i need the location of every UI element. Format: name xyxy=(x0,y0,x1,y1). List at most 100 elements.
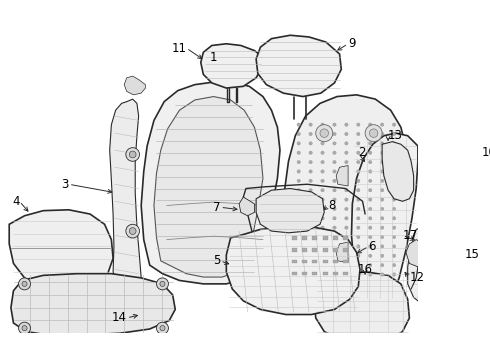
Circle shape xyxy=(333,207,336,211)
Circle shape xyxy=(321,226,324,229)
Circle shape xyxy=(321,207,324,211)
Circle shape xyxy=(392,179,396,183)
Circle shape xyxy=(297,198,300,201)
Circle shape xyxy=(309,198,312,201)
Circle shape xyxy=(344,151,348,154)
Circle shape xyxy=(321,235,324,239)
Circle shape xyxy=(126,224,140,238)
Text: 3: 3 xyxy=(61,178,69,191)
Circle shape xyxy=(309,179,312,183)
Circle shape xyxy=(380,198,384,201)
Text: 5: 5 xyxy=(213,255,220,267)
Circle shape xyxy=(392,254,396,257)
Circle shape xyxy=(380,217,384,220)
Circle shape xyxy=(380,245,384,248)
Circle shape xyxy=(368,226,372,229)
Circle shape xyxy=(297,142,300,145)
Circle shape xyxy=(309,254,312,257)
Circle shape xyxy=(365,125,382,142)
Polygon shape xyxy=(9,210,113,289)
Circle shape xyxy=(321,245,324,248)
Circle shape xyxy=(297,273,300,276)
Circle shape xyxy=(333,273,336,276)
Circle shape xyxy=(156,322,169,334)
Circle shape xyxy=(368,198,372,201)
Circle shape xyxy=(309,189,312,192)
Bar xyxy=(322,272,328,275)
Circle shape xyxy=(357,198,360,201)
Polygon shape xyxy=(336,166,348,186)
Circle shape xyxy=(344,245,348,248)
Circle shape xyxy=(309,235,312,239)
Polygon shape xyxy=(256,189,324,233)
Text: 4: 4 xyxy=(12,195,20,208)
Circle shape xyxy=(333,245,336,248)
Text: 8: 8 xyxy=(328,199,336,212)
Circle shape xyxy=(321,198,324,201)
Polygon shape xyxy=(239,197,254,216)
Circle shape xyxy=(321,142,324,145)
Circle shape xyxy=(392,189,396,192)
Circle shape xyxy=(321,161,324,164)
Circle shape xyxy=(309,245,312,248)
Text: 9: 9 xyxy=(348,37,356,50)
Circle shape xyxy=(19,278,30,290)
Circle shape xyxy=(344,254,348,257)
Circle shape xyxy=(368,189,372,192)
Circle shape xyxy=(380,207,384,211)
Bar xyxy=(312,260,318,264)
Circle shape xyxy=(297,207,300,211)
Circle shape xyxy=(344,123,348,126)
Circle shape xyxy=(333,226,336,229)
Circle shape xyxy=(297,123,300,126)
Bar xyxy=(343,260,348,264)
Polygon shape xyxy=(11,274,175,335)
Circle shape xyxy=(344,132,348,136)
Circle shape xyxy=(309,151,312,154)
Circle shape xyxy=(357,151,360,154)
Bar xyxy=(333,248,338,252)
Polygon shape xyxy=(154,96,263,277)
Circle shape xyxy=(380,179,384,183)
Circle shape xyxy=(392,264,396,267)
Circle shape xyxy=(380,273,384,276)
Circle shape xyxy=(309,273,312,276)
Bar xyxy=(292,236,297,240)
Circle shape xyxy=(392,273,396,276)
Circle shape xyxy=(357,170,360,173)
Circle shape xyxy=(129,228,136,234)
Circle shape xyxy=(344,235,348,239)
Circle shape xyxy=(380,142,384,145)
Circle shape xyxy=(344,217,348,220)
Bar xyxy=(343,272,348,275)
Text: 7: 7 xyxy=(213,201,220,214)
Circle shape xyxy=(333,264,336,267)
Bar xyxy=(333,260,338,264)
Circle shape xyxy=(333,198,336,201)
Polygon shape xyxy=(314,272,409,342)
Circle shape xyxy=(368,123,372,126)
Circle shape xyxy=(357,142,360,145)
Circle shape xyxy=(380,161,384,164)
Polygon shape xyxy=(382,142,414,201)
Circle shape xyxy=(156,278,169,290)
Circle shape xyxy=(333,161,336,164)
Circle shape xyxy=(333,254,336,257)
Circle shape xyxy=(129,151,136,158)
Circle shape xyxy=(344,273,348,276)
Circle shape xyxy=(357,226,360,229)
Circle shape xyxy=(357,179,360,183)
Text: 13: 13 xyxy=(388,129,403,142)
Circle shape xyxy=(357,245,360,248)
Circle shape xyxy=(357,273,360,276)
Circle shape xyxy=(297,254,300,257)
Circle shape xyxy=(380,170,384,173)
Circle shape xyxy=(297,264,300,267)
Polygon shape xyxy=(124,76,146,95)
Circle shape xyxy=(160,325,165,331)
Circle shape xyxy=(368,207,372,211)
Circle shape xyxy=(333,170,336,173)
Circle shape xyxy=(333,179,336,183)
Circle shape xyxy=(309,264,312,267)
Circle shape xyxy=(309,161,312,164)
